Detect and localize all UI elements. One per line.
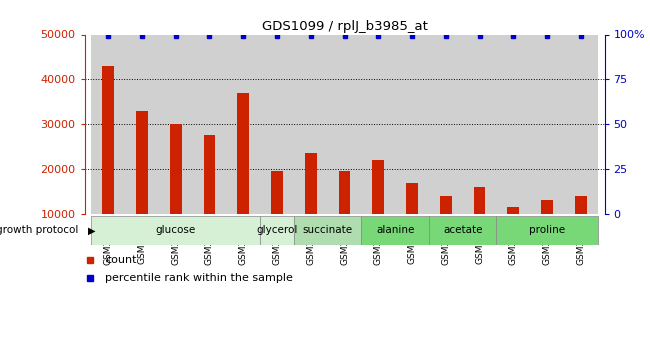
Bar <box>328 34 361 214</box>
Bar <box>294 216 361 245</box>
Bar <box>372 160 384 214</box>
Bar <box>530 34 564 214</box>
Bar <box>294 34 328 214</box>
Text: acetate: acetate <box>443 225 482 235</box>
Bar <box>192 34 226 214</box>
Bar <box>102 66 114 214</box>
Bar <box>440 196 452 214</box>
Bar <box>226 34 260 214</box>
Text: growth protocol: growth protocol <box>0 225 78 235</box>
Bar <box>395 34 429 214</box>
Bar <box>497 34 530 214</box>
Text: succinate: succinate <box>302 225 353 235</box>
Text: glycerol: glycerol <box>256 225 298 235</box>
Bar <box>575 196 587 214</box>
Bar <box>203 135 215 214</box>
Bar <box>91 216 260 245</box>
Title: GDS1099 / rplJ_b3985_at: GDS1099 / rplJ_b3985_at <box>261 20 428 33</box>
Text: ▶: ▶ <box>88 225 96 235</box>
Bar <box>361 34 395 214</box>
Text: alanine: alanine <box>376 225 414 235</box>
Bar <box>463 34 497 214</box>
Bar <box>564 34 598 214</box>
Text: proline: proline <box>529 225 565 235</box>
Bar <box>339 171 350 214</box>
Bar <box>305 153 317 214</box>
Bar <box>159 34 192 214</box>
Bar <box>361 216 429 245</box>
Text: count: count <box>105 255 136 265</box>
Bar <box>91 34 125 214</box>
Bar <box>497 216 598 245</box>
Bar <box>136 111 148 214</box>
Text: glucose: glucose <box>155 225 196 235</box>
Bar <box>429 216 497 245</box>
Bar <box>125 34 159 214</box>
Bar <box>260 216 294 245</box>
Bar <box>429 34 463 214</box>
Bar <box>406 183 418 214</box>
Text: percentile rank within the sample: percentile rank within the sample <box>105 273 293 283</box>
Bar <box>271 171 283 214</box>
Bar <box>237 93 249 214</box>
Bar <box>508 207 519 214</box>
Bar <box>170 124 181 214</box>
Bar <box>474 187 486 214</box>
Bar <box>260 34 294 214</box>
Bar <box>541 200 553 214</box>
